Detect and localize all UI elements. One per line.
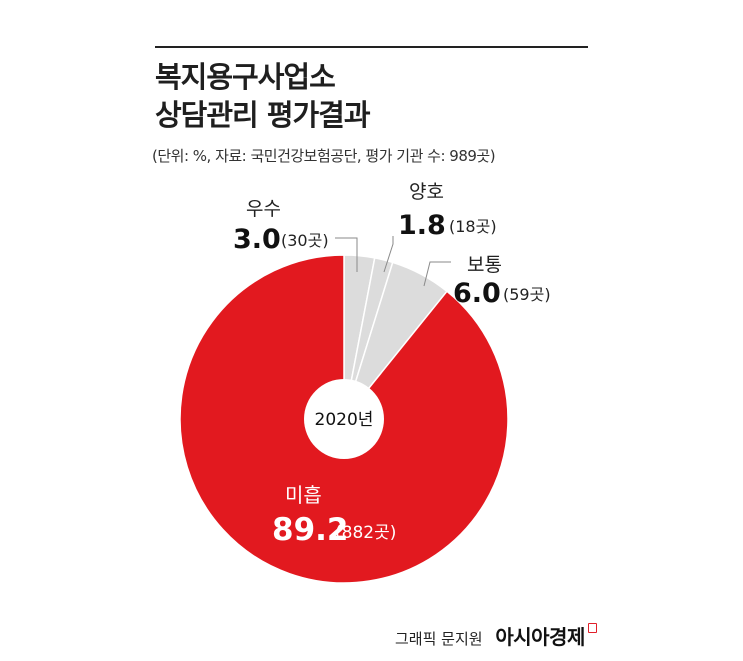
title-rule: [155, 46, 588, 48]
leader-line-average: [423, 261, 451, 287]
slice-label-name-average: 보통: [467, 254, 502, 276]
brand-mark-icon: [587, 623, 597, 633]
slice-label-name-good: 양호: [409, 181, 444, 203]
slice-label-value-average: 6.0: [453, 278, 501, 309]
slice-label-value-excellent: 3.0: [233, 224, 281, 255]
slice-label-count-good: (18곳): [449, 217, 497, 236]
footer: 그래픽 문지원 아시아경제: [395, 621, 597, 650]
graphic-credit: 그래픽 문지원: [395, 630, 483, 648]
leader-line-good: [383, 236, 394, 273]
slice-label-value-poor: 89.2: [272, 512, 349, 548]
slice-label-name-excellent: 우수: [246, 198, 281, 220]
unit-source-note: (단위: %, 자료: 국민건강보험공단, 평가 기관 수: 989곳): [152, 147, 496, 165]
slice-label-count-poor: (882곳): [335, 523, 396, 543]
brand-logo-text: 아시아경제: [495, 625, 585, 649]
title-line-2: 상담관리 평가결과: [155, 98, 371, 132]
chart-title: 복지용구사업소 상담관리 평가결과: [155, 58, 371, 134]
slice-label-count-average: (59곳): [503, 285, 551, 304]
leader-line-excellent: [335, 237, 358, 272]
slice-label-name-poor: 미흡: [285, 483, 322, 507]
slice-label-value-good: 1.8: [398, 210, 446, 241]
donut-hole: [304, 379, 384, 459]
slice-label-count-excellent: (30곳): [281, 231, 329, 250]
title-line-1: 복지용구사업소: [155, 60, 336, 94]
center-year-label: 2020년: [315, 410, 374, 430]
